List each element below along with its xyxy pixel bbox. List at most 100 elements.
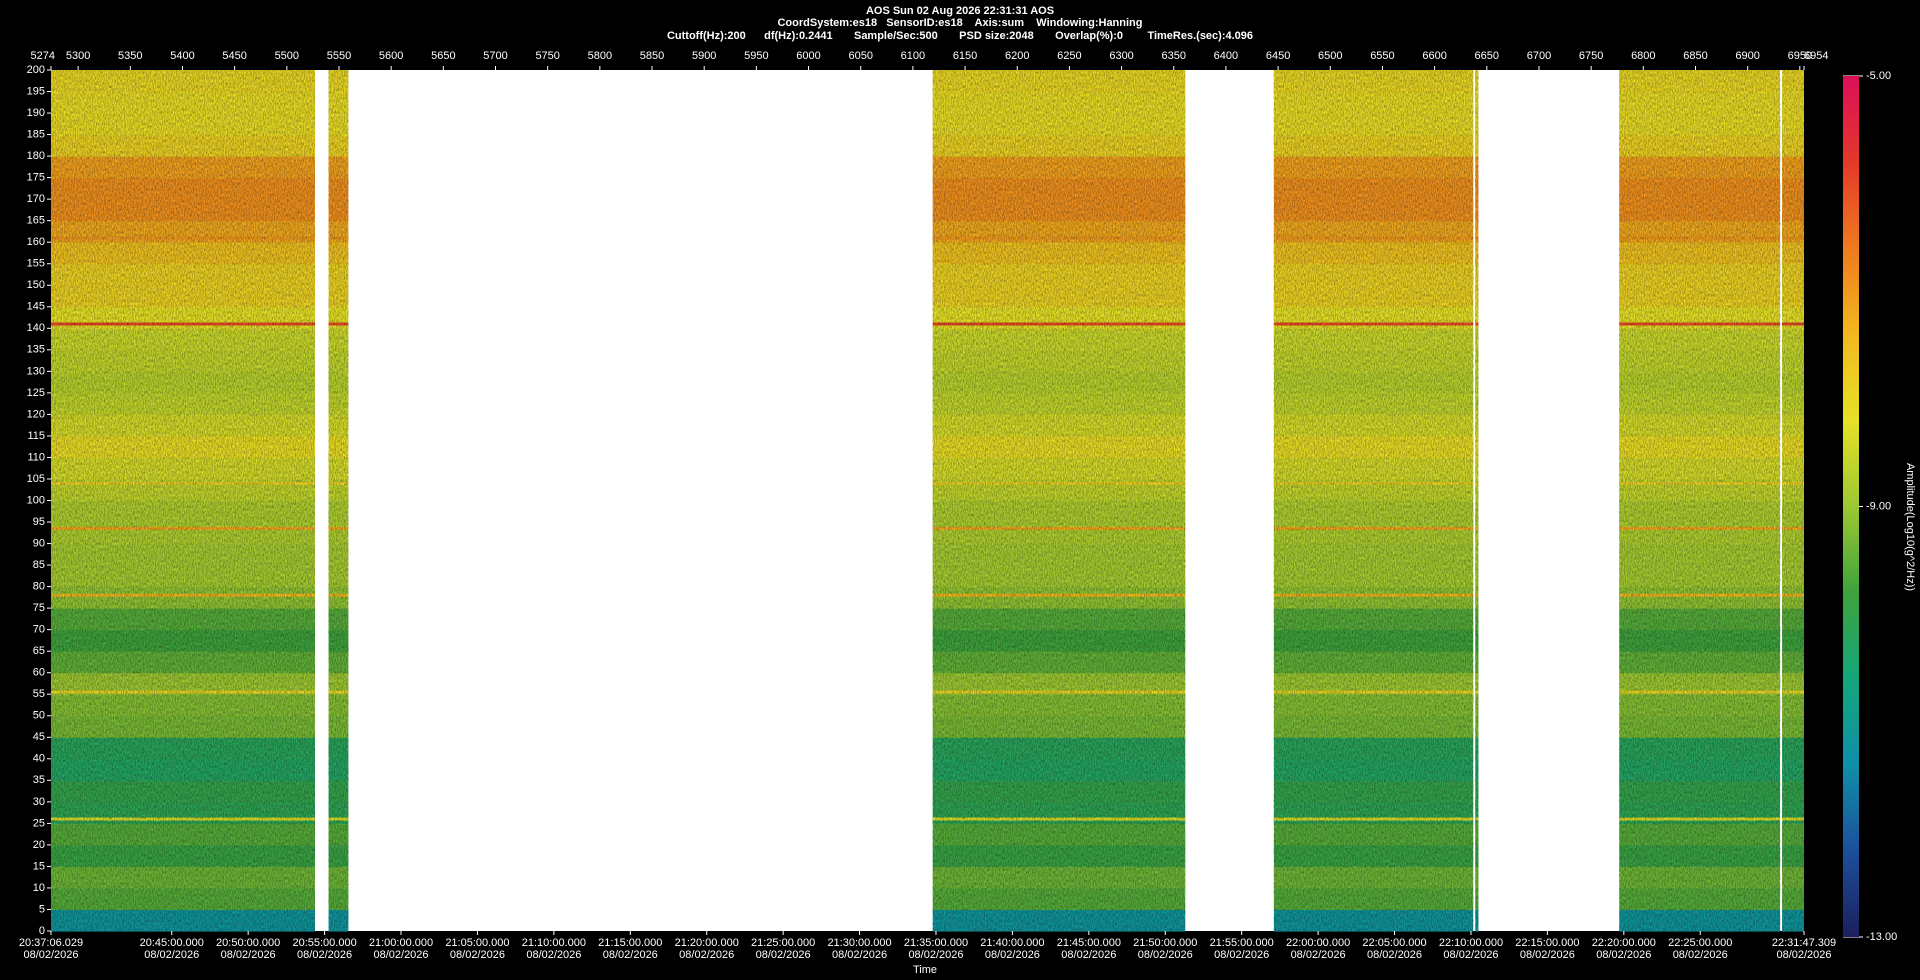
y-tick-label: 195: [27, 85, 45, 97]
x-tick-label: 5350: [118, 50, 142, 62]
y-tick-label: 80: [33, 581, 45, 593]
time-tick-date: 08/02/2026: [144, 949, 199, 961]
x-tick-label: 5300: [66, 50, 90, 62]
time-tick-date: 08/02/2026: [1367, 949, 1422, 961]
y-tick-label: 160: [27, 236, 45, 248]
time-tick-date: 08/02/2026: [526, 949, 581, 961]
y-tick-label: 165: [27, 215, 45, 227]
noise-texture: [1619, 70, 1781, 931]
x-tick-label: 6550: [1370, 50, 1394, 62]
time-tick-label: 22:20:00.000: [1592, 937, 1656, 949]
time-tick-label: 21:10:00.000: [522, 937, 586, 949]
y-tick-label: 130: [27, 365, 45, 377]
time-tick-date: 08/02/2026: [1138, 949, 1193, 961]
x-tick-label: 5274: [31, 50, 55, 62]
time-tick-date: 08/02/2026: [985, 949, 1040, 961]
x-tick-label: 5750: [535, 50, 559, 62]
y-tick-label: 45: [33, 731, 45, 743]
time-tick-label: 21:30:00.000: [827, 937, 891, 949]
x-axis-title: Time: [913, 964, 937, 976]
x-tick-label: 6100: [901, 50, 925, 62]
y-tick-label: 125: [27, 387, 45, 399]
y-tick-label: 40: [33, 753, 45, 765]
time-tick-date: 08/02/2026: [373, 949, 428, 961]
x-tick-label: 6954: [1804, 50, 1828, 62]
x-tick-label: 5700: [483, 50, 507, 62]
axes: 0 5 10 15 20 25 30 35 40 45 50 55 60 65 70 75 80 85 90 95 10…: [19, 50, 1897, 961]
time-tick-date: 08/02/2026: [1214, 949, 1269, 961]
time-tick-date: 08/02/2026: [679, 949, 734, 961]
time-tick-label: 21:00:00.000: [369, 937, 433, 949]
y-tick-label: 50: [33, 710, 45, 722]
y-tick-label: 5: [39, 903, 45, 915]
y-tick-label: 100: [27, 494, 45, 506]
y-tick-label: 135: [27, 344, 45, 356]
time-tick-date: 08/02/2026: [1291, 949, 1346, 961]
x-tick-label: 6750: [1579, 50, 1603, 62]
x-tick-label: 5500: [275, 50, 299, 62]
y-tick-label: 15: [33, 860, 45, 872]
x-tick-label: 6300: [1109, 50, 1133, 62]
time-tick-date: 08/02/2026: [756, 949, 811, 961]
time-tick-date: 08/02/2026: [1443, 949, 1498, 961]
x-tick-label: 6700: [1527, 50, 1551, 62]
time-tick-date: 08/02/2026: [1520, 949, 1575, 961]
time-tick-date: 08/02/2026: [23, 949, 78, 961]
y-tick-label: 0: [39, 925, 45, 937]
time-tick-label: 22:31:47.309: [1772, 937, 1836, 949]
x-tick-label: 6850: [1683, 50, 1707, 62]
time-tick-date: 08/02/2026: [603, 949, 658, 961]
x-tick-label: 5900: [692, 50, 716, 62]
noise-texture: [1475, 70, 1479, 931]
time-tick-label: 21:55:00.000: [1210, 937, 1274, 949]
time-tick-label: 22:00:00.000: [1286, 937, 1350, 949]
settings-line: Cuttoff(Hz):200 df(Hz):0.2441 Sample/Sec…: [667, 30, 1253, 42]
y-tick-label: 25: [33, 817, 45, 829]
time-tick-label: 20:50:00.000: [216, 937, 280, 949]
colorbar-tick-label: -13.00: [1866, 931, 1897, 943]
time-tick-label: 21:40:00.000: [980, 937, 1044, 949]
y-tick-label: 155: [27, 258, 45, 270]
time-tick-date: 08/02/2026: [297, 949, 352, 961]
time-tick-label: 21:35:00.000: [904, 937, 968, 949]
x-tick-label: 6050: [848, 50, 872, 62]
time-tick-date: 08/02/2026: [1596, 949, 1651, 961]
y-tick-label: 95: [33, 516, 45, 528]
y-tick-label: 150: [27, 279, 45, 291]
time-tick-label: 21:15:00.000: [598, 937, 662, 949]
heatmap: [51, 70, 1804, 932]
y-tick-label: 115: [27, 430, 45, 442]
time-tick-label: 20:45:00.000: [140, 937, 204, 949]
time-tick-label: 20:37:06.029: [19, 937, 83, 949]
y-tick-label: 70: [33, 624, 45, 636]
x-tick-label: 6150: [953, 50, 977, 62]
time-tick-label: 21:45:00.000: [1057, 937, 1121, 949]
x-tick-label: 5550: [327, 50, 351, 62]
y-tick-label: 145: [27, 301, 45, 313]
y-tick-label: 120: [27, 408, 45, 420]
x-tick-label: 5600: [379, 50, 403, 62]
colorbar-tick-label: -9.00: [1866, 500, 1891, 512]
noise-texture: [328, 70, 349, 931]
y-tick-label: 65: [33, 645, 45, 657]
x-tick-label: 6500: [1318, 50, 1342, 62]
time-tick-label: 20:55:00.000: [292, 937, 356, 949]
y-tick-label: 85: [33, 559, 45, 571]
y-tick-label: 170: [27, 193, 45, 205]
time-tick-label: 22:25:00.000: [1668, 937, 1732, 949]
y-tick-label: 10: [33, 882, 45, 894]
chart-subtitle: CoordSystem:es18 SensorID:es18 Axis:sum …: [777, 17, 1142, 29]
x-tick-label: 6800: [1631, 50, 1655, 62]
x-tick-label: 6000: [796, 50, 820, 62]
noise-texture: [932, 70, 1186, 931]
y-tick-label: 200: [27, 64, 45, 76]
y-tick-label: 105: [27, 473, 45, 485]
y-tick-label: 75: [33, 602, 45, 614]
y-tick-label: 175: [27, 172, 45, 184]
y-tick-label: 90: [33, 537, 45, 549]
x-tick-label: 5400: [170, 50, 194, 62]
x-tick-label: 6650: [1475, 50, 1499, 62]
noise-texture: [51, 70, 315, 931]
x-tick-label: 6250: [1057, 50, 1081, 62]
